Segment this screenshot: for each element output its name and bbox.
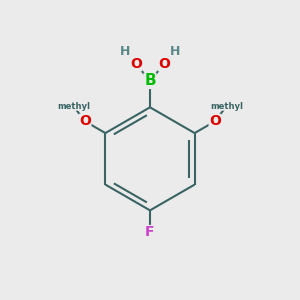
Text: O: O: [158, 57, 170, 71]
Text: H: H: [169, 45, 180, 58]
Text: B: B: [144, 73, 156, 88]
Text: methyl: methyl: [210, 101, 243, 110]
Text: O: O: [79, 114, 91, 128]
Text: O: O: [209, 114, 221, 128]
Text: O: O: [130, 57, 142, 71]
Text: H: H: [120, 45, 130, 58]
Text: F: F: [145, 225, 155, 239]
Text: methyl: methyl: [57, 101, 90, 110]
